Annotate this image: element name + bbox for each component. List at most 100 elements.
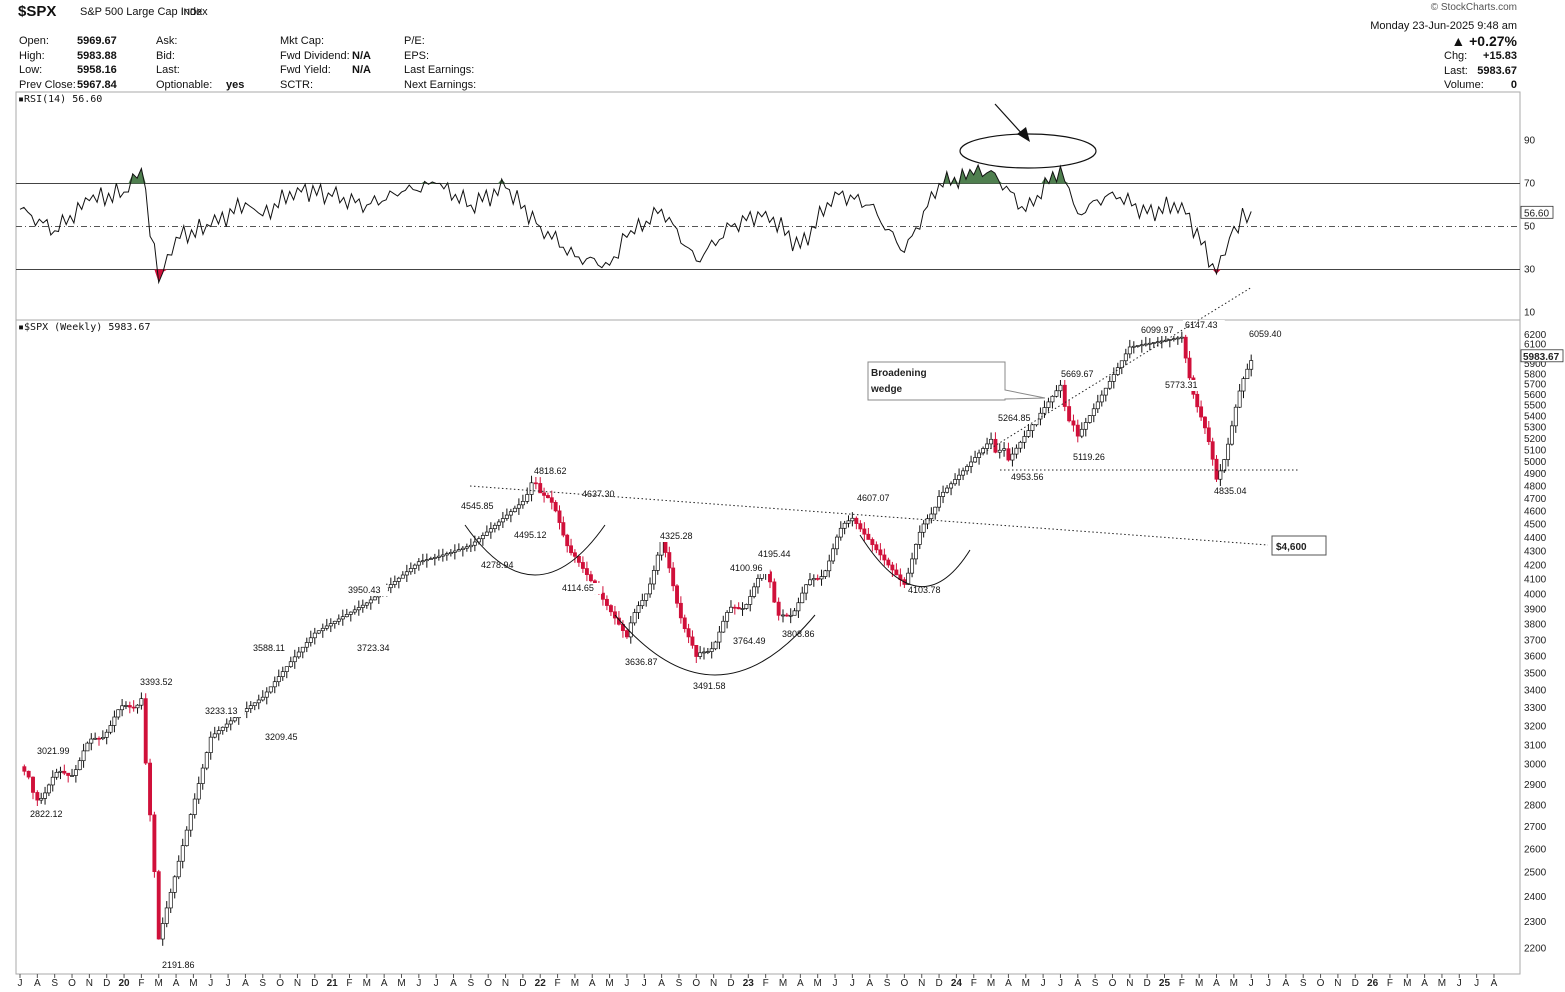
price-label: 6147.43 bbox=[1185, 320, 1218, 330]
candle-body bbox=[39, 798, 44, 801]
candle-body bbox=[1067, 406, 1072, 422]
candle-body bbox=[949, 483, 954, 489]
candle-body bbox=[268, 686, 273, 693]
x-tick-label: A bbox=[658, 978, 665, 989]
candle-body bbox=[35, 792, 40, 801]
candle-body bbox=[204, 752, 209, 769]
x-tick-label: J bbox=[226, 978, 231, 989]
x-tick-label: J bbox=[416, 978, 421, 989]
candle-body bbox=[1245, 368, 1250, 379]
candle-body bbox=[85, 742, 90, 752]
price-label: 4278.94 bbox=[481, 560, 514, 570]
x-tick-label: J bbox=[850, 978, 855, 989]
candle-body bbox=[104, 731, 109, 738]
stockcharts-logo[interactable]: © StockCharts.com bbox=[1430, 2, 1517, 13]
candle-body bbox=[416, 561, 421, 566]
price-tick-label: 2800 bbox=[1524, 801, 1547, 812]
x-tick-label: M bbox=[189, 978, 197, 989]
candle-body bbox=[878, 549, 883, 556]
candle-body bbox=[296, 651, 301, 658]
price-label: 3021.99 bbox=[37, 746, 70, 756]
candle-body bbox=[1171, 338, 1176, 341]
neckline-dotted bbox=[469, 485, 1269, 546]
price-label-bg bbox=[580, 489, 622, 500]
x-tick-label: N bbox=[1126, 978, 1133, 989]
x-tick-label: D bbox=[519, 978, 526, 989]
rsi-tick-label: 70 bbox=[1524, 179, 1536, 190]
price-label-bg bbox=[658, 531, 700, 542]
candle-body bbox=[228, 720, 233, 725]
quote-label: Fwd Yield: bbox=[280, 64, 331, 76]
candle-body bbox=[62, 770, 67, 774]
candle-body bbox=[488, 528, 493, 533]
candle-body bbox=[565, 534, 570, 547]
candle-body bbox=[748, 596, 753, 605]
rsi-value-tag-text: 56.60 bbox=[1524, 208, 1549, 219]
candle-body bbox=[921, 523, 926, 533]
candle-body bbox=[220, 726, 225, 731]
x-tick-label: 20 bbox=[118, 978, 130, 989]
candle-body bbox=[440, 554, 445, 557]
x-tick-label: J bbox=[1058, 978, 1063, 989]
candle-body bbox=[468, 544, 473, 548]
candle-body bbox=[702, 651, 706, 654]
candle-body bbox=[870, 539, 875, 546]
rsi-tick-label: 50 bbox=[1524, 222, 1536, 233]
x-tick-label: M bbox=[605, 978, 613, 989]
price-label: 3764.49 bbox=[733, 636, 766, 646]
candle-body bbox=[368, 599, 373, 604]
price-label-bg bbox=[459, 501, 501, 512]
price-label: 4637.30 bbox=[582, 489, 615, 499]
candle-body bbox=[172, 876, 177, 893]
candle-body bbox=[721, 620, 726, 633]
candle-body bbox=[796, 602, 801, 612]
candle-body bbox=[580, 562, 585, 569]
x-tick-label: M bbox=[987, 978, 995, 989]
x-tick-label: M bbox=[397, 978, 405, 989]
candle-body bbox=[651, 570, 656, 585]
candle-body bbox=[428, 558, 433, 560]
candle-body bbox=[77, 760, 82, 771]
candle-body bbox=[792, 610, 797, 616]
x-tick-label: F bbox=[971, 978, 977, 989]
candle-body bbox=[945, 487, 950, 493]
candle-body bbox=[148, 762, 153, 816]
candle-body bbox=[632, 612, 637, 624]
quote-label: Last Earnings: bbox=[404, 64, 475, 76]
rsi-value-tag bbox=[1520, 205, 1554, 219]
candles-group bbox=[22, 330, 1254, 946]
candle-body bbox=[993, 438, 998, 453]
candle-body bbox=[1058, 384, 1063, 392]
candle-body bbox=[168, 892, 173, 909]
price-tick-label: 5200 bbox=[1524, 434, 1547, 445]
price-label-bg bbox=[623, 657, 665, 668]
candle-body bbox=[1079, 428, 1084, 437]
candle-body bbox=[655, 554, 660, 571]
candle-body bbox=[533, 482, 538, 485]
candle-body bbox=[557, 510, 562, 523]
quote-label: Low: bbox=[19, 64, 43, 76]
candle-body bbox=[874, 544, 879, 551]
candle-body bbox=[70, 775, 74, 777]
x-tick-label: N bbox=[502, 978, 509, 989]
price-label: 4495.12 bbox=[514, 530, 547, 540]
cup-arc-center bbox=[614, 614, 816, 676]
price-tick-label: 5600 bbox=[1524, 390, 1547, 401]
x-tick-label: 23 bbox=[743, 978, 755, 989]
candle-body bbox=[1233, 406, 1238, 427]
candle-body bbox=[260, 696, 265, 701]
price-tick-label: 6200 bbox=[1524, 330, 1547, 341]
rsi-line bbox=[19, 163, 1252, 285]
candle-body bbox=[54, 771, 59, 778]
target-label-box bbox=[1271, 535, 1327, 556]
price-label-bg bbox=[728, 563, 770, 574]
candle-body bbox=[504, 514, 509, 519]
candle-body bbox=[31, 776, 35, 793]
candle-body bbox=[364, 602, 369, 606]
candle-body bbox=[937, 496, 942, 508]
candle-body bbox=[1199, 406, 1204, 418]
x-tick-label: M bbox=[814, 978, 822, 989]
candle-body bbox=[424, 559, 429, 562]
candle-body bbox=[224, 723, 229, 728]
